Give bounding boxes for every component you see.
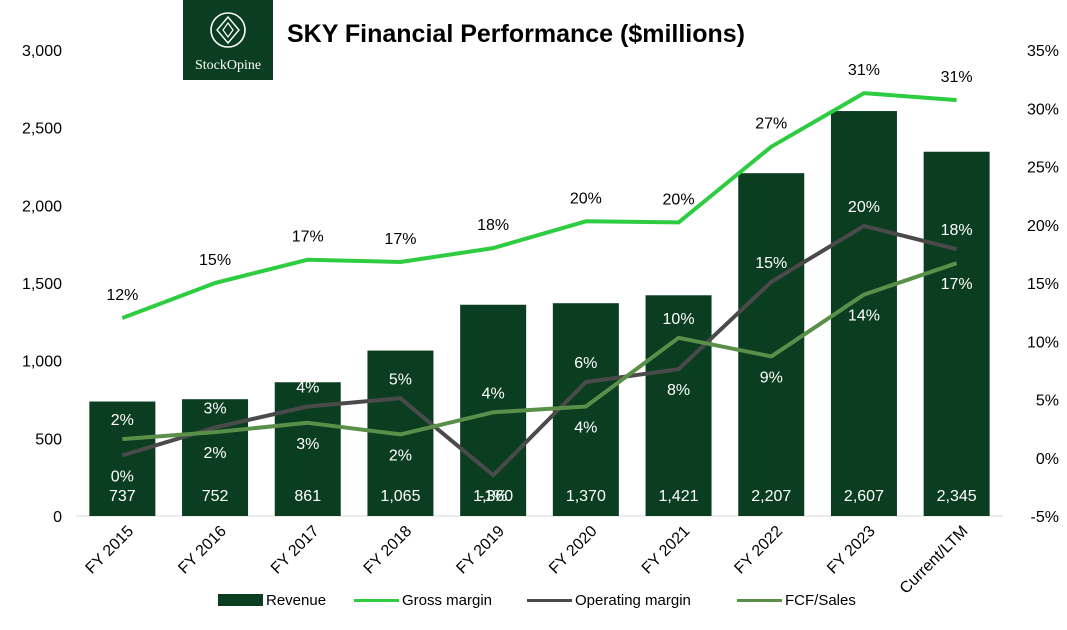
fcf-sales-data-label: 2% [203, 445, 226, 462]
left-tick-label: 2,000 [22, 198, 62, 215]
operating-margin-data-label: 15% [755, 255, 787, 272]
legend-label-fcf-sales: FCF/Sales [785, 591, 856, 609]
fcf-sales-data-label: 4% [574, 419, 597, 436]
gross-margin-data-label: 17% [384, 231, 416, 248]
diamond-logo-icon [210, 12, 246, 48]
legend-label-revenue: Revenue [266, 591, 327, 609]
x-category-label: FY 2020 [546, 523, 601, 578]
x-category-label: FY 2017 [268, 523, 323, 578]
gross-margin-data-label: 20% [663, 191, 695, 208]
legend-item-operating-margin: Operating margin [527, 589, 691, 611]
fcf-sales-data-label: 10% [663, 311, 695, 328]
left-axis-ticks: 0 500 1,000 1,500 2,000 2,500 3,000 [22, 43, 62, 526]
right-tick-label: 20% [1027, 218, 1059, 235]
operating-margin-data-label: 5% [389, 371, 412, 388]
operating-margin-data-label: 8% [667, 382, 690, 399]
x-category-label: FY 2023 [824, 523, 879, 578]
operating-margin-data-label: 0% [111, 468, 134, 485]
legend-swatch-gross-margin [354, 598, 399, 602]
operating-margin-data-label: 6% [574, 355, 597, 372]
gross-margin-data-label: 17% [292, 229, 324, 246]
operating-margin-data-label: 20% [848, 199, 880, 216]
series-line-gross-margin [121, 91, 957, 320]
left-tick-label: 0 [53, 509, 62, 526]
logo-text: StockOpine [194, 58, 262, 73]
stockopine-logo: StockOpine [183, 0, 273, 80]
revenue-data-label: 1,421 [659, 488, 699, 505]
revenue-data-label: 2,345 [937, 488, 977, 505]
revenue-bar [830, 111, 897, 517]
gross-margin-data-label: 18% [477, 217, 509, 234]
right-tick-label: 15% [1027, 276, 1059, 293]
right-tick-label: 0% [1036, 451, 1059, 468]
x-category-label: FY 2016 [175, 523, 230, 578]
revenue-bar [645, 295, 712, 516]
left-tick-label: 1,500 [22, 276, 62, 293]
revenue-data-label: 1,065 [380, 488, 420, 505]
operating-margin-data-label: 3% [203, 400, 226, 417]
operating-margin-data-label: -1% [479, 488, 507, 505]
left-tick-label: 500 [35, 431, 62, 448]
operating-margin-data-label: 18% [941, 222, 973, 239]
legend-swatch-fcf-sales [737, 598, 782, 602]
x-category-label: FY 2018 [361, 523, 416, 578]
legend-label-gross-margin: Gross margin [402, 591, 493, 609]
gross-margin-data-label: 27% [755, 116, 787, 133]
x-category-label: Current/LTM [897, 523, 972, 598]
x-category-label: FY 2021 [639, 523, 694, 578]
x-category-label: FY 2022 [731, 523, 786, 578]
fcf-sales-data-label: 17% [941, 276, 973, 293]
right-tick-label: 35% [1027, 43, 1059, 60]
right-tick-label: 25% [1027, 160, 1059, 177]
x-category-label: FY 2019 [453, 523, 508, 578]
revenue-data-label: 1,370 [566, 488, 606, 505]
left-tick-label: 1,000 [22, 354, 62, 371]
revenue-data-label: 861 [294, 488, 321, 505]
x-category-label: FY 2015 [83, 523, 138, 578]
legend: Revenue Gross margin Operating margin FC… [0, 589, 1067, 611]
right-tick-label: -5% [1031, 509, 1059, 526]
legend-swatch-revenue [218, 594, 263, 606]
revenue-bar [89, 401, 156, 516]
left-tick-label: 3,000 [22, 43, 62, 60]
revenue-bar [182, 399, 249, 516]
series-line-fcf-sales [122, 261, 958, 442]
fcf-sales-data-label: 14% [848, 308, 880, 325]
revenue-bar [738, 173, 805, 517]
gross-margin-data-label: 15% [199, 252, 231, 269]
gross-margin-data-label: 31% [941, 69, 973, 86]
data-labels: 737 752 861 1,065 1,360 1,370 1,421 2,207 2,607 2… [106, 62, 976, 505]
fcf-sales-data-label: 2% [389, 447, 412, 464]
legend-item-fcf-sales: FCF/Sales [737, 589, 856, 611]
revenue-bar [923, 151, 990, 516]
right-axis-ticks: -5% 0% 5% 10% 15% 20% 25% 30% 35% [1027, 43, 1059, 526]
margin-lines [121, 91, 958, 478]
revenue-data-label: 1,360 [473, 488, 513, 505]
gross-margin-data-label: 31% [848, 62, 880, 79]
revenue-data-label: 2,607 [844, 488, 884, 505]
fcf-sales-data-label: 9% [760, 369, 783, 386]
legend-label-operating-margin: Operating margin [575, 591, 691, 609]
revenue-bars [89, 111, 990, 517]
right-tick-label: 30% [1027, 101, 1059, 118]
chart-title: SKY Financial Performance ($millions) [287, 20, 746, 48]
fcf-sales-data-label: 3% [296, 436, 319, 453]
legend-item-gross-margin: Gross margin [354, 589, 492, 611]
fcf-sales-data-label: 4% [482, 385, 505, 402]
operating-margin-data-label: 4% [296, 379, 319, 396]
fcf-sales-data-label: 2% [111, 412, 134, 429]
revenue-data-label: 752 [202, 488, 229, 505]
right-tick-label: 5% [1036, 393, 1059, 410]
gross-margin-data-label: 12% [106, 287, 138, 304]
right-tick-label: 10% [1027, 334, 1059, 351]
series-line-operating-margin [121, 223, 958, 478]
revenue-data-label: 2,207 [751, 488, 791, 505]
left-tick-label: 2,500 [22, 121, 62, 138]
revenue-data-label: 737 [109, 488, 136, 505]
legend-item-revenue: Revenue [218, 589, 326, 611]
x-axis-categories: FY 2015 FY 2016 FY 2017 FY 2018 FY 2019 FY 20… [83, 523, 972, 598]
gross-margin-data-label: 20% [570, 190, 602, 207]
legend-swatch-operating-margin [527, 598, 572, 602]
